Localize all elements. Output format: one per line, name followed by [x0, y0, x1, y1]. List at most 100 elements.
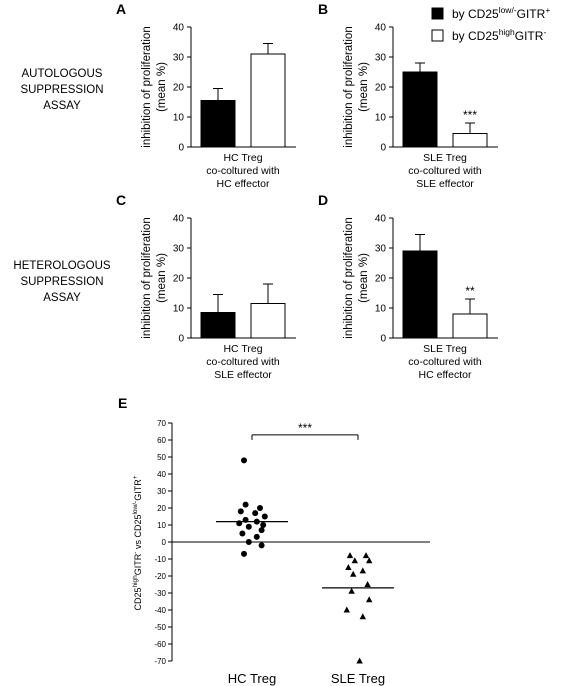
x-category-label: SLE Treg	[331, 671, 385, 686]
y-axis-label-line: inhibition of proliferation	[343, 26, 355, 147]
significance-marker: ***	[298, 421, 312, 435]
data-point	[351, 557, 358, 564]
y-tick-label: 20	[157, 504, 166, 513]
y-axis-label-line: (mean %)	[358, 253, 370, 303]
y-tick-label: 20	[375, 83, 387, 94]
y-tick-label: 0	[162, 538, 167, 547]
data-point	[237, 508, 244, 515]
data-point	[245, 539, 252, 545]
data-point	[257, 505, 263, 511]
data-point	[258, 527, 265, 534]
x-axis-label-line: co-coltured with	[408, 165, 482, 177]
y-tick-label: 40	[157, 470, 166, 479]
data-point	[356, 657, 363, 664]
data-point	[241, 457, 247, 464]
data-point	[348, 587, 355, 594]
y-tick-label: -30	[154, 589, 166, 598]
y-axis-label-line: inhibition of proliferation	[141, 26, 153, 147]
data-point	[253, 533, 260, 540]
data-point	[345, 564, 352, 570]
bar	[402, 71, 438, 148]
y-tick-label: 40	[173, 214, 185, 225]
x-axis-label-line: HC effector	[217, 178, 270, 190]
legend-swatch-white	[431, 29, 444, 42]
y-tick-label: 0	[380, 143, 386, 154]
x-axis-label-line: co-coltured with	[408, 356, 482, 368]
y-tick-label: 30	[157, 487, 166, 496]
data-point	[362, 552, 370, 559]
panel-d-chart: inhibition of proliferation (mean %) 0 10 20…	[343, 214, 498, 381]
bar	[452, 313, 488, 339]
y-tick-label: -50	[154, 623, 166, 632]
y-tick-label: 10	[375, 304, 387, 315]
significance-marker: ***	[463, 108, 477, 122]
bar	[200, 312, 236, 339]
data-point	[366, 596, 373, 603]
legend-label-white: by CD25highGITR-	[452, 27, 546, 43]
row-label-line: SUPPRESSION	[20, 276, 103, 288]
y-tick-label: -20	[154, 572, 166, 581]
bar	[250, 303, 286, 339]
y-tick-label: 0	[178, 143, 184, 154]
y-axis-label: inhibition of proliferation (mean %)	[141, 26, 168, 147]
y-tick-label: 40	[375, 23, 387, 34]
y-tick-label: -60	[154, 640, 166, 649]
panel-letter-c: C	[116, 192, 126, 208]
y-tick-label: 30	[375, 53, 387, 64]
data-point	[241, 550, 247, 557]
y-axis-label: inhibition of proliferation (mean %)	[343, 217, 370, 338]
y-tick-label: 10	[173, 113, 185, 124]
x-axis-label-line: co-coltured with	[206, 356, 280, 368]
row-label-autologous: AUTOLOGOUS SUPPRESSION ASSAY	[20, 68, 103, 112]
data-point	[242, 516, 249, 523]
x-axis-label-line: co-coltured with	[206, 165, 280, 177]
y-axis-label-line: inhibition of proliferation	[141, 217, 153, 338]
y-tick-label: 10	[173, 304, 185, 315]
panel-c-chart: inhibition of proliferation (mean %) 0 10 20…	[141, 214, 296, 381]
data-point	[253, 518, 260, 525]
y-axis-label-line: inhibition of proliferation	[343, 217, 355, 338]
data-point	[239, 530, 246, 537]
y-tick-label: -40	[154, 606, 166, 615]
y-tick-label: 40	[375, 214, 387, 225]
x-axis-label-line: HC Treg	[223, 152, 262, 164]
y-tick-label: 40	[173, 23, 185, 34]
panel-letter-a: A	[116, 1, 126, 17]
legend-swatch-black	[431, 7, 444, 20]
y-tick-label: 10	[157, 521, 166, 530]
panel-letter-d: D	[318, 192, 328, 208]
data-point	[242, 501, 249, 508]
y-tick-label: 70	[157, 419, 166, 428]
row-label-line: ASSAY	[43, 292, 81, 304]
bar	[402, 250, 438, 339]
x-axis-label-line: SLE effector	[416, 178, 474, 190]
y-tick-label: 20	[375, 274, 387, 285]
y-tick-label: 10	[375, 113, 387, 124]
y-tick-label: 30	[375, 244, 387, 255]
y-tick-label: -10	[154, 555, 166, 564]
data-point	[236, 520, 243, 527]
row-label-line: ASSAY	[43, 100, 81, 112]
y-axis-label-line: (mean %)	[156, 253, 168, 303]
panel-letter-e: E	[118, 395, 127, 411]
y-tick-label: 20	[173, 274, 185, 285]
y-tick-label: -70	[154, 657, 166, 666]
y-axis-label: inhibition of proliferation (mean %)	[141, 217, 168, 338]
data-point	[260, 522, 267, 528]
y-axis-label-line: (mean %)	[156, 62, 168, 112]
data-point	[245, 523, 252, 530]
row-label-line: SUPPRESSION	[20, 84, 103, 96]
y-axis-label: inhibition of proliferation (mean %)	[343, 26, 370, 147]
panel-e-chart: CD25highGITR- vs CD25low/-GITR+ -70 -60 -5…	[132, 419, 430, 686]
panel-a-chart: inhibition of proliferation (mean %) 0 10 20…	[141, 23, 296, 190]
x-axis-label-line: HC effector	[419, 369, 472, 381]
data-point	[359, 567, 366, 574]
y-tick-label: 50	[157, 453, 166, 462]
y-tick-label: 0	[178, 334, 184, 345]
data-point	[261, 513, 268, 520]
row-label-heterologous: HETEROLOGOUS SUPPRESSION ASSAY	[13, 260, 110, 304]
bar	[452, 133, 488, 148]
x-axis-label-line: SLE Treg	[423, 343, 467, 355]
data-point	[252, 510, 259, 517]
